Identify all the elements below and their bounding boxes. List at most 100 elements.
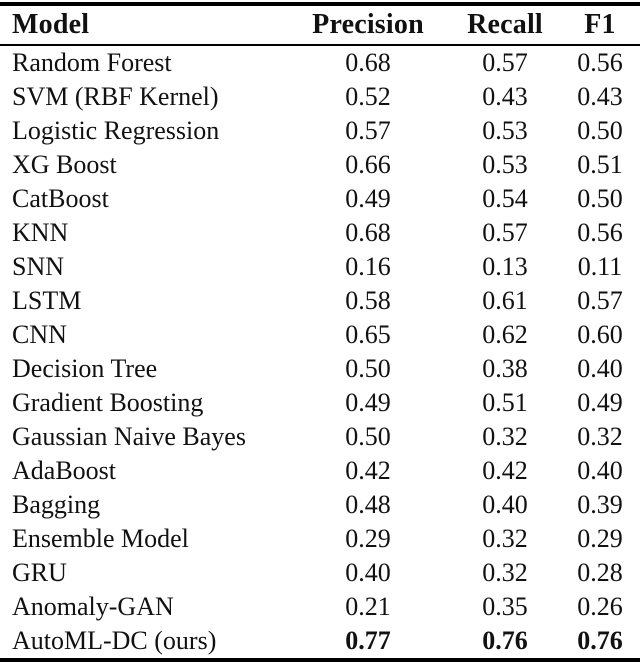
recall-value: 0.38: [482, 354, 528, 383]
recall-value: 0.76: [482, 626, 528, 655]
header-rule: [0, 44, 640, 46]
f1-value: 0.56: [577, 218, 623, 247]
recall-value: 0.54: [482, 184, 528, 213]
precision-value: 0.50: [345, 354, 391, 383]
table-row: LSTM 0.58 0.61 0.57: [0, 284, 640, 318]
f1-value: 0.50: [577, 184, 623, 213]
model-name: KNN: [12, 218, 69, 247]
column-header-precision: Precision: [312, 9, 424, 40]
model-name: AdaBoost: [12, 456, 116, 485]
table-row: Random Forest 0.68 0.57 0.56: [0, 46, 640, 80]
table-row: Decision Tree 0.50 0.38 0.40: [0, 352, 640, 386]
recall-value: 0.53: [482, 116, 528, 145]
model-name: CNN: [12, 320, 67, 349]
table-row: CNN 0.65 0.62 0.60: [0, 318, 640, 352]
model-name: SNN: [12, 252, 65, 281]
model-name: Anomaly-GAN: [12, 592, 174, 621]
f1-value: 0.49: [577, 388, 623, 417]
table-row: Gradient Boosting 0.49 0.51 0.49: [0, 386, 640, 420]
precision-value: 0.77: [345, 626, 391, 655]
precision-value: 0.66: [345, 150, 391, 179]
model-name: Random Forest: [12, 48, 172, 77]
model-name: LSTM: [12, 286, 82, 315]
table-row: AdaBoost 0.42 0.42 0.40: [0, 454, 640, 488]
precision-value: 0.52: [345, 82, 391, 111]
f1-value: 0.11: [577, 252, 623, 281]
table-row: Bagging 0.48 0.40 0.39: [0, 488, 640, 522]
table-row: SVM (RBF Kernel) 0.52 0.43 0.43: [0, 80, 640, 114]
model-name: Gradient Boosting: [12, 388, 204, 417]
model-name: GRU: [12, 558, 67, 587]
table-row: XG Boost 0.66 0.53 0.51: [0, 148, 640, 182]
precision-value: 0.16: [345, 252, 391, 281]
precision-value: 0.21: [345, 592, 391, 621]
table-row: KNN 0.68 0.57 0.56: [0, 216, 640, 250]
recall-value: 0.57: [482, 48, 528, 77]
table-row: Anomaly-GAN 0.21 0.35 0.26: [0, 590, 640, 624]
table-header-row: Model Precision Recall F1: [0, 6, 640, 44]
precision-value: 0.42: [345, 456, 391, 485]
f1-value: 0.43: [577, 82, 623, 111]
recall-value: 0.32: [482, 422, 528, 451]
precision-value: 0.65: [345, 320, 391, 349]
recall-value: 0.57: [482, 218, 528, 247]
f1-value: 0.51: [577, 150, 623, 179]
recall-value: 0.42: [482, 456, 528, 485]
table-row: SNN 0.16 0.13 0.11: [0, 250, 640, 284]
f1-value: 0.26: [577, 592, 623, 621]
f1-value: 0.39: [577, 490, 623, 519]
f1-value: 0.50: [577, 116, 623, 145]
table-row: CatBoost 0.49 0.54 0.50: [0, 182, 640, 216]
recall-value: 0.35: [482, 592, 528, 621]
recall-value: 0.53: [482, 150, 528, 179]
precision-value: 0.68: [345, 48, 391, 77]
precision-value: 0.49: [345, 184, 391, 213]
model-name: Bagging: [12, 490, 101, 519]
recall-value: 0.62: [482, 320, 528, 349]
precision-value: 0.50: [345, 422, 391, 451]
precision-value: 0.68: [345, 218, 391, 247]
model-name: AutoML-DC (ours): [12, 626, 217, 655]
model-name: CatBoost: [12, 184, 109, 213]
precision-value: 0.40: [345, 558, 391, 587]
f1-value: 0.32: [577, 422, 623, 451]
recall-value: 0.51: [482, 388, 528, 417]
recall-value: 0.32: [482, 524, 528, 553]
model-name: Decision Tree: [12, 354, 158, 383]
f1-value: 0.40: [577, 354, 623, 383]
bottom-rule: [0, 658, 640, 662]
precision-value: 0.57: [345, 116, 391, 145]
model-name: Gaussian Naive Bayes: [12, 422, 246, 451]
column-header-model: Model: [12, 9, 90, 40]
recall-value: 0.61: [482, 286, 528, 315]
table-row: Ensemble Model 0.29 0.32 0.29: [0, 522, 640, 556]
table-row: Gaussian Naive Bayes 0.50 0.32 0.32: [0, 420, 640, 454]
precision-value: 0.29: [345, 524, 391, 553]
model-name: SVM (RBF Kernel): [12, 82, 219, 111]
recall-value: 0.43: [482, 82, 528, 111]
precision-value: 0.58: [345, 286, 391, 315]
f1-value: 0.56: [577, 48, 623, 77]
model-name: XG Boost: [12, 150, 117, 179]
table-row: GRU 0.40 0.32 0.28: [0, 556, 640, 590]
model-name: Ensemble Model: [12, 524, 189, 553]
f1-value: 0.57: [577, 286, 623, 315]
recall-value: 0.32: [482, 558, 528, 587]
f1-value: 0.28: [577, 558, 623, 587]
column-header-f1: F1: [584, 9, 616, 40]
f1-value: 0.40: [577, 456, 623, 485]
column-header-recall: Recall: [467, 9, 543, 40]
recall-value: 0.40: [482, 490, 528, 519]
table-body: Random Forest 0.68 0.57 0.56 SVM (RBF Ke…: [0, 46, 640, 658]
model-name: Logistic Regression: [12, 116, 220, 145]
f1-value: 0.76: [577, 626, 623, 655]
recall-value: 0.13: [482, 252, 528, 281]
table-row: AutoML-DC (ours) 0.77 0.76 0.76: [0, 624, 640, 658]
precision-value: 0.49: [345, 388, 391, 417]
f1-value: 0.29: [577, 524, 623, 553]
table-row: Logistic Regression 0.57 0.53 0.50: [0, 114, 640, 148]
top-rule: [0, 2, 640, 6]
f1-value: 0.60: [577, 320, 623, 349]
precision-value: 0.48: [345, 490, 391, 519]
